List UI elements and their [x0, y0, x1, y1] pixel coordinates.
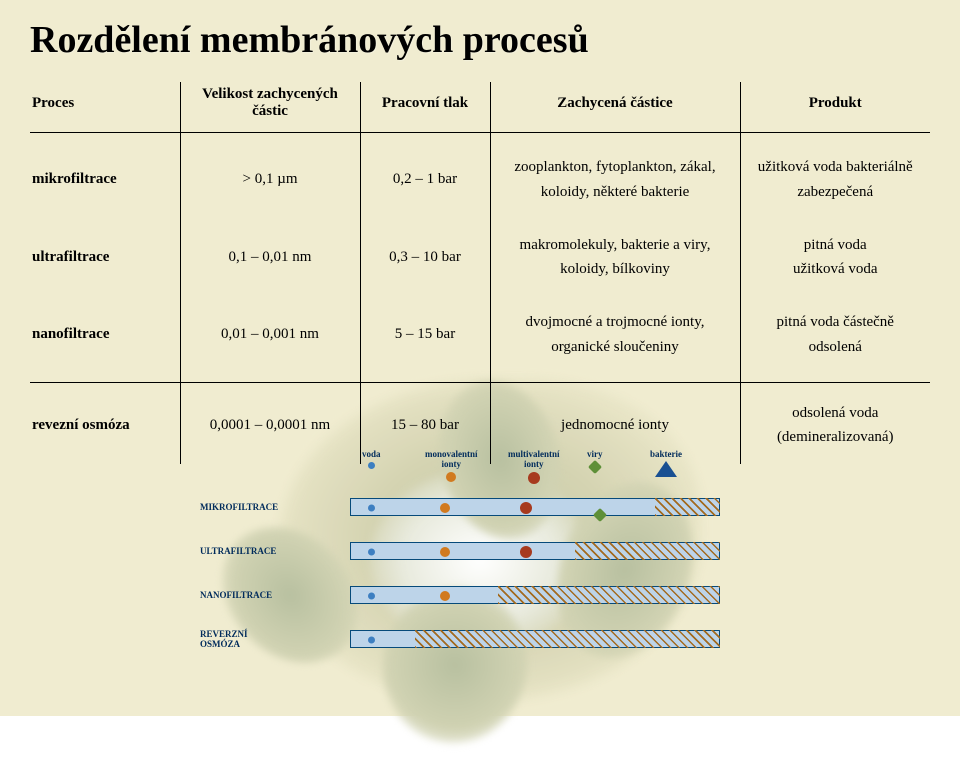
legend-item: viry: [587, 450, 603, 472]
legend-item: monovalentníionty: [425, 450, 478, 482]
diagram-bar-wrap: [350, 498, 820, 518]
mono-icon: [446, 472, 456, 482]
col-captured: Zachycená částice: [490, 82, 740, 133]
diagram-bar-wrap: [350, 630, 820, 650]
table-header-row: Proces Velikost zachycených částic Praco…: [30, 82, 930, 133]
diagram-row-label: ULTRAFILTRACE: [200, 547, 350, 557]
diagram-row: NANOFILTRACE: [200, 578, 820, 614]
table-cell: užitková voda bakteriálně zabezpečená: [740, 133, 930, 219]
water-icon: [368, 593, 375, 600]
multi-icon: [528, 472, 540, 484]
table-row: ultrafiltrace0,1 – 0,01 nm0,3 – 10 barma…: [30, 219, 930, 297]
water-icon: [368, 505, 375, 512]
diagram-row: MIKROFILTRACE: [200, 490, 820, 526]
table-cell: 0,01 – 0,001 nm: [180, 296, 360, 382]
table-cell: revezní osmóza: [30, 382, 180, 464]
diagram-row: REVERZNÍOSMÓZA: [200, 622, 820, 658]
table-cell: mikrofiltrace: [30, 133, 180, 219]
table-cell: makromolekuly, bakterie a viry, koloidy,…: [490, 219, 740, 297]
legend-item: multivalentníionty: [508, 450, 560, 484]
table-cell: pitná vodaužitková voda: [740, 219, 930, 297]
filtration-diagram: voda monovalentníionty multivalentníionty v…: [200, 450, 820, 666]
diagram-row-label: REVERZNÍOSMÓZA: [200, 630, 350, 650]
table-cell: ultrafiltrace: [30, 219, 180, 297]
multi-icon: [520, 546, 532, 558]
legend-label: viry: [587, 450, 603, 460]
legend-label: multivalentníionty: [508, 450, 560, 470]
diagram-hatch: [498, 586, 720, 604]
diagram-hatch: [415, 630, 720, 648]
table-cell: zooplankton, fytoplankton, zákal, koloid…: [490, 133, 740, 219]
process-table: Proces Velikost zachycených částic Praco…: [30, 82, 930, 464]
diagram-row: ULTRAFILTRACE: [200, 534, 820, 570]
bacteria-icon: [655, 461, 677, 477]
table-cell: nanofiltrace: [30, 296, 180, 382]
col-product: Produkt: [740, 82, 930, 133]
col-process: Proces: [30, 82, 180, 133]
diagram-bar-wrap: [350, 542, 820, 562]
diagram-row-label: MIKROFILTRACE: [200, 503, 350, 513]
table-cell: 0,3 – 10 bar: [360, 219, 490, 297]
table-cell: 5 – 15 bar: [360, 296, 490, 382]
legend-label: bakterie: [650, 450, 682, 460]
diagram-row-label: NANOFILTRACE: [200, 591, 350, 601]
page-title: Rozdělení membránových procesů: [30, 18, 930, 62]
table-row: mikrofiltrace> 0,1 µm0,2 – 1 barzooplank…: [30, 133, 930, 219]
table-cell: 0,2 – 1 bar: [360, 133, 490, 219]
table-cell: > 0,1 µm: [180, 133, 360, 219]
mono-icon: [440, 547, 450, 557]
table-row: nanofiltrace0,01 – 0,001 nm5 – 15 bardvo…: [30, 296, 930, 382]
legend-label: monovalentníionty: [425, 450, 478, 470]
diagram-legend: voda monovalentníionty multivalentníionty v…: [350, 450, 820, 480]
table-cell: pitná voda částečně odsolená: [740, 296, 930, 382]
water-icon: [368, 637, 375, 644]
water-icon: [368, 549, 375, 556]
table-cell: dvojmocné a trojmocné ionty, organické s…: [490, 296, 740, 382]
multi-icon: [520, 502, 532, 514]
legend-item: bakterie: [650, 450, 682, 477]
legend-item: voda: [362, 450, 381, 469]
water-icon: [368, 462, 375, 469]
col-size: Velikost zachycených částic: [180, 82, 360, 133]
diagram-bar-wrap: [350, 586, 820, 606]
virus-icon: [588, 460, 602, 474]
mono-icon: [440, 591, 450, 601]
col-pressure: Pracovní tlak: [360, 82, 490, 133]
diagram-hatch: [655, 498, 720, 516]
mono-icon: [440, 503, 450, 513]
legend-label: voda: [362, 450, 381, 460]
table-cell: 0,1 – 0,01 nm: [180, 219, 360, 297]
diagram-hatch: [575, 542, 720, 560]
